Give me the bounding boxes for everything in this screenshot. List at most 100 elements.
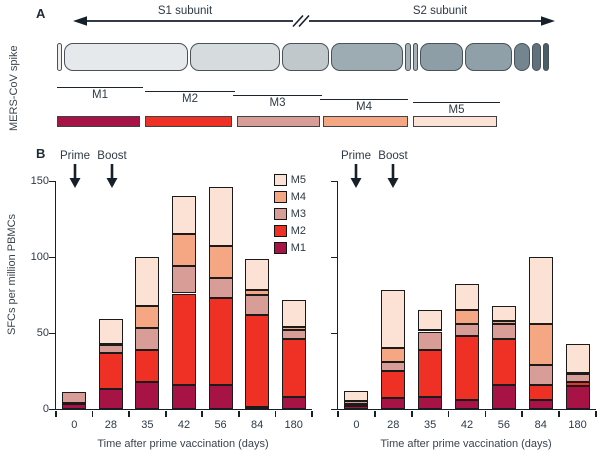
bar-segment-m2-day84 <box>245 314 270 408</box>
pool-span-m1: M1 <box>57 87 143 101</box>
bar-segment-m3-day0 <box>62 392 87 403</box>
x-axis-tick <box>164 410 167 417</box>
pool-span-label: M4 <box>356 101 372 113</box>
spike-domain-diagram <box>57 43 549 71</box>
spike-domain-segment <box>64 43 188 71</box>
bar-segment-m3-day42 <box>172 266 196 294</box>
y-axis-tick <box>330 180 337 182</box>
bar-segment-m4-day180 <box>565 372 590 375</box>
bar-segment-m4-day35 <box>135 305 160 329</box>
bar-segment-m1-day180 <box>565 386 590 409</box>
bar-segment-m4-day84 <box>245 290 270 295</box>
panel-a-label: A <box>36 6 46 21</box>
bar-segment-m2-day0 <box>344 403 369 406</box>
bar-segment-m4-day28 <box>381 348 406 362</box>
bar-segment-m4-day42 <box>172 234 196 267</box>
bar-segment-m1-day180 <box>281 396 306 409</box>
bar-segment-m3-day28 <box>98 345 123 353</box>
epitope-pool-bar-m2 <box>145 116 232 127</box>
bar-segment-m2-day42 <box>455 336 479 400</box>
stacked-bar-chart-right: 0 28 35 42 56 84 180 <box>330 180 597 431</box>
spike-domain-segment <box>282 43 329 71</box>
bar-segment-m5-day56 <box>491 305 516 321</box>
bar-segment-m5-day0 <box>344 390 369 402</box>
bar-segment-m5-day56 <box>208 187 233 247</box>
y-axis-tick <box>330 332 337 334</box>
legend-item-m4: M4 <box>273 188 306 205</box>
x-axis-tick <box>484 410 487 417</box>
pool-span-rule <box>57 87 143 88</box>
down-arrow-icon <box>350 164 362 188</box>
bar-segment-m2-day0 <box>62 402 87 405</box>
x-axis-tick-label: 35 <box>141 419 154 431</box>
spike-domain-segment <box>465 43 512 71</box>
legend-swatch-m1 <box>273 241 287 254</box>
bar-segment-m5-day28 <box>381 290 406 349</box>
legend-item-m3: M3 <box>273 205 306 222</box>
bar-segment-m1-day28 <box>381 398 406 409</box>
legend-swatch-m3 <box>273 207 287 220</box>
legend-label: M3 <box>290 207 306 220</box>
bar-segment-m1-day42 <box>172 384 196 409</box>
pool-span-m5: M5 <box>413 102 500 116</box>
bar-segment-m1-day0 <box>344 405 369 409</box>
x-axis-tick <box>128 410 130 417</box>
y-axis-tick <box>330 256 337 258</box>
legend-label: M5 <box>290 173 306 186</box>
pool-span-rule <box>233 95 322 96</box>
x-axis-tick <box>374 410 376 417</box>
x-axis-title-left: Time after prime vaccination (days) <box>97 438 269 450</box>
y-axis-tick <box>48 256 55 258</box>
x-axis-tick-label: 0 <box>71 419 78 431</box>
down-arrow-icon <box>69 164 81 188</box>
x-axis-tick-label: 35 <box>424 419 437 431</box>
x-axis-tick <box>558 410 560 417</box>
bar-segment-m5-day180 <box>281 299 306 327</box>
y-axis-tick-label: 100 <box>30 251 49 263</box>
bar-segment-m4-day56 <box>491 320 516 324</box>
bar-segment-m3-day0 <box>344 401 369 405</box>
boost-label: Boost <box>378 150 408 162</box>
x-axis-tick-label: 84 <box>534 419 547 431</box>
bar-segment-m5-day180 <box>565 343 590 373</box>
x-axis-tick-label: 28 <box>387 419 400 431</box>
spike-domain-segment <box>543 43 549 71</box>
bar-segment-m1-day42 <box>455 399 479 409</box>
epitope-pool-bar-m1 <box>57 116 140 127</box>
boost-label: Boost <box>97 150 127 162</box>
x-axis-tick-label: 180 <box>284 419 303 431</box>
bar-segment-m4-day42 <box>455 310 479 324</box>
spike-domain-segment <box>413 43 418 71</box>
pool-span-rule <box>320 99 408 100</box>
bar-segment-m4-day180 <box>281 326 306 330</box>
bar-segment-m2-day35 <box>135 349 160 382</box>
spike-domain-segment <box>190 43 280 71</box>
s1-subunit-label: S1 subunit <box>157 5 213 17</box>
stacked-bar-chart-left: 0 50 100 150 0 28 35 42 56 84 180 M5 M4 M3 M2 M1 <box>31 173 313 431</box>
x-axis-tick <box>447 410 450 417</box>
x-axis-tick-label: 42 <box>177 419 191 431</box>
bar-segment-m4-day84 <box>528 323 553 365</box>
pool-span-rule <box>145 91 235 92</box>
bar-segment-m5-day35 <box>418 310 443 330</box>
y-axis-tick-label: 150 <box>30 175 49 187</box>
x-axis-tick-label: 0 <box>353 419 360 431</box>
epitope-pool-bar-m3 <box>237 116 320 127</box>
legend-swatch-m5 <box>273 173 287 186</box>
spike-domain-segment <box>532 43 541 71</box>
s2-subunit-label: S2 subunit <box>412 5 468 17</box>
legend: M5 M4 M3 M2 M1 <box>273 171 306 256</box>
bar-segment-m2-day180 <box>281 339 306 397</box>
pool-span-m2: M2 <box>145 91 235 105</box>
pool-span-rule <box>413 102 500 103</box>
legend-swatch-m4 <box>273 190 287 203</box>
bar-segment-m5-day84 <box>245 258 270 291</box>
bar-segment-m2-day28 <box>381 371 406 399</box>
bar-segment-m5-day35 <box>135 257 160 306</box>
down-arrow-icon <box>106 164 118 188</box>
prime-label: Prime <box>59 150 91 162</box>
x-axis-tick <box>311 410 313 417</box>
bar-segment-m2-day35 <box>418 349 443 397</box>
x-axis-tick <box>595 410 597 417</box>
x-axis-tick <box>521 410 524 417</box>
